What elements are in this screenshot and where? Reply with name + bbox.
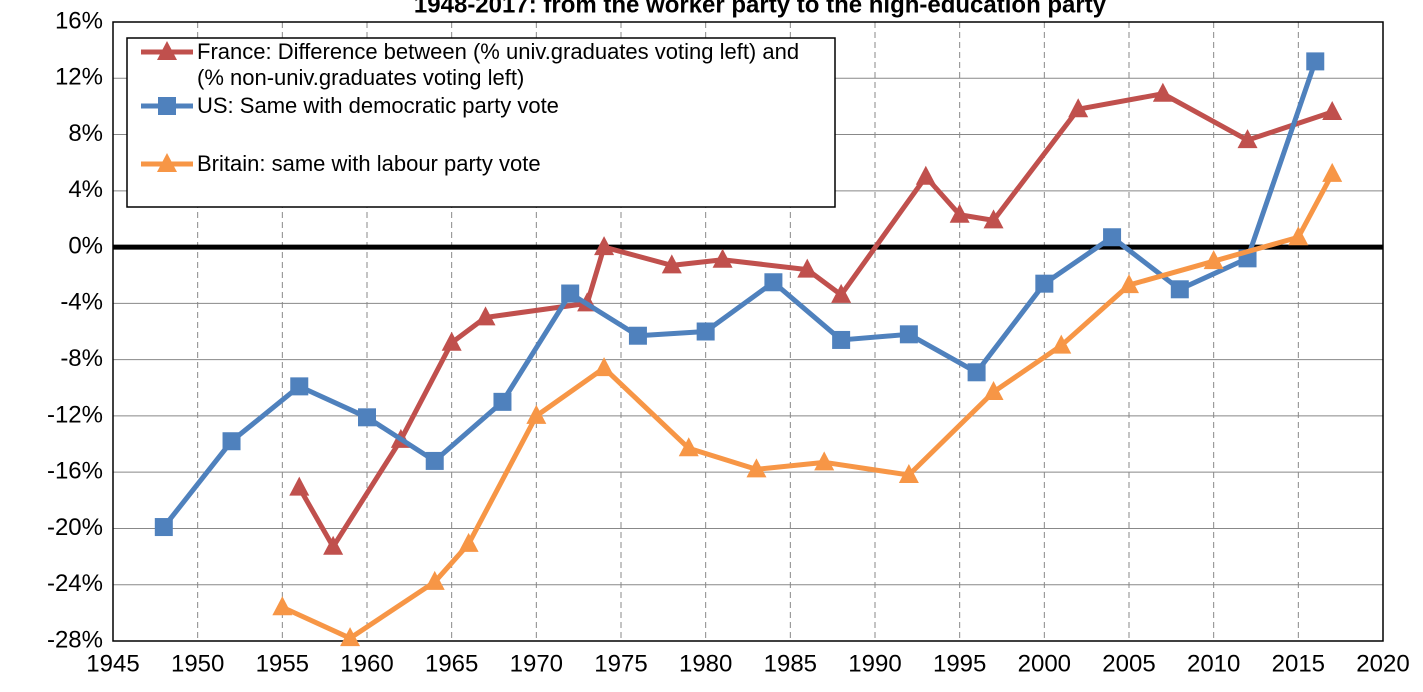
x-tick-label: 1945 bbox=[86, 650, 139, 677]
marker bbox=[157, 153, 177, 172]
marker bbox=[832, 330, 851, 349]
x-tick-label: 2010 bbox=[1187, 650, 1240, 677]
marker bbox=[289, 476, 310, 496]
x-tick-label: 1970 bbox=[510, 650, 563, 677]
y-tick-label: -4% bbox=[60, 289, 103, 316]
marker bbox=[594, 357, 615, 377]
x-tick-label: 1950 bbox=[171, 650, 224, 677]
x-tick-label: 1990 bbox=[848, 650, 901, 677]
marker bbox=[358, 408, 376, 427]
marker bbox=[1068, 98, 1089, 118]
x-tick-label: 1975 bbox=[594, 650, 647, 677]
y-tick-label: -20% bbox=[47, 514, 103, 541]
marker bbox=[1152, 82, 1173, 102]
x-tick-label: 1960 bbox=[340, 650, 393, 677]
marker bbox=[628, 326, 647, 345]
series-line bbox=[281, 172, 1335, 641]
marker bbox=[157, 41, 177, 60]
y-tick-label: 8% bbox=[68, 120, 103, 147]
plot-frame bbox=[112, 21, 1384, 642]
legend-label: France: Difference between (% univ.gradu… bbox=[197, 39, 800, 90]
marker bbox=[594, 236, 615, 256]
marker bbox=[983, 209, 1004, 229]
marker bbox=[458, 532, 479, 552]
legend-box bbox=[126, 37, 836, 208]
marker bbox=[1103, 228, 1122, 247]
marker bbox=[290, 377, 309, 396]
marker bbox=[1035, 274, 1054, 293]
y-tick-label: 16% bbox=[55, 7, 103, 34]
x-tick-label: 1955 bbox=[256, 650, 309, 677]
marker bbox=[983, 380, 1004, 400]
marker bbox=[678, 437, 699, 457]
marker bbox=[441, 331, 462, 351]
marker bbox=[814, 451, 835, 471]
marker bbox=[340, 627, 361, 647]
chart-title: 1948-2017: from the worker party to the … bbox=[414, 0, 1107, 18]
marker bbox=[493, 392, 512, 411]
y-tick-label: -12% bbox=[47, 401, 103, 428]
marker bbox=[425, 451, 444, 470]
marker bbox=[949, 203, 970, 223]
marker bbox=[561, 284, 580, 303]
marker bbox=[746, 458, 767, 478]
x-tick-label: 1995 bbox=[933, 650, 986, 677]
marker bbox=[1288, 226, 1309, 246]
y-tick-label: -24% bbox=[47, 570, 103, 597]
marker bbox=[158, 97, 176, 115]
marker bbox=[915, 165, 936, 185]
marker bbox=[797, 258, 818, 278]
y-tick-label: -8% bbox=[60, 345, 103, 372]
y-tick-label: 12% bbox=[55, 64, 103, 91]
marker bbox=[323, 535, 344, 555]
marker bbox=[898, 463, 919, 483]
marker bbox=[272, 596, 293, 616]
y-tick-label: -28% bbox=[47, 626, 103, 653]
legend-label: US: Same with democratic party vote bbox=[197, 93, 559, 118]
marker bbox=[1051, 334, 1072, 354]
x-tick-label: 2000 bbox=[1018, 650, 1071, 677]
marker bbox=[967, 363, 986, 382]
marker bbox=[475, 306, 496, 326]
y-tick-label: 4% bbox=[68, 176, 103, 203]
marker bbox=[1170, 280, 1189, 299]
x-tick-label: 1965 bbox=[425, 650, 478, 677]
marker bbox=[661, 254, 682, 274]
x-tick-label: 2005 bbox=[1102, 650, 1155, 677]
marker bbox=[831, 283, 852, 303]
x-tick-label: 2020 bbox=[1356, 650, 1409, 677]
marker bbox=[1322, 101, 1343, 121]
marker bbox=[1237, 129, 1258, 149]
marker bbox=[764, 273, 783, 292]
marker bbox=[1306, 52, 1325, 71]
marker bbox=[154, 518, 173, 537]
marker bbox=[1119, 274, 1139, 294]
marker bbox=[696, 322, 715, 341]
x-tick-label: 1985 bbox=[764, 650, 817, 677]
x-tick-label: 2015 bbox=[1272, 650, 1325, 677]
y-tick-label: 0% bbox=[68, 232, 103, 259]
marker bbox=[222, 432, 241, 451]
marker bbox=[424, 570, 445, 590]
legend-label: Britain: same with labour party vote bbox=[197, 151, 541, 176]
marker bbox=[1322, 162, 1343, 182]
marker bbox=[526, 404, 547, 424]
marker bbox=[1203, 250, 1224, 270]
series-line bbox=[161, 60, 1318, 529]
marker bbox=[712, 248, 733, 268]
series-line bbox=[297, 91, 1333, 550]
y-tick-label: -16% bbox=[47, 458, 103, 485]
x-tick-label: 1980 bbox=[679, 650, 732, 677]
marker bbox=[899, 325, 918, 344]
